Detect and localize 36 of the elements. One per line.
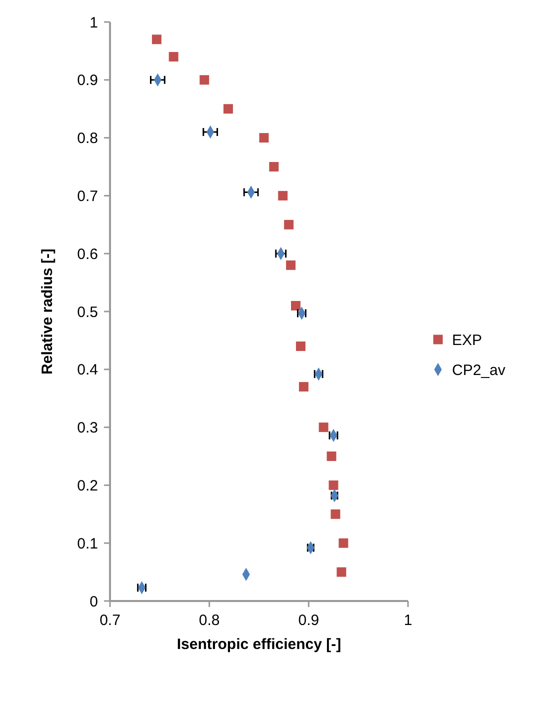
y-tick-label: 0.5 xyxy=(77,304,98,321)
y-axis-title: Relative radius [-] xyxy=(39,248,56,374)
y-tick-label: 0 xyxy=(90,593,98,610)
legend-label: CP2_av xyxy=(452,362,506,379)
legend-label: EXP xyxy=(452,332,482,349)
x-tick-label: 0.8 xyxy=(198,612,220,629)
point xyxy=(269,162,279,172)
point xyxy=(278,190,288,200)
point xyxy=(200,75,210,85)
y-tick-label: 0.7 xyxy=(77,188,98,205)
point xyxy=(298,382,308,392)
point xyxy=(318,422,328,432)
y-tick-label: 0.9 xyxy=(77,72,98,90)
y-tick-label: 0.4 xyxy=(77,362,98,379)
point xyxy=(296,341,306,351)
x-tick-label: 1 xyxy=(404,612,412,629)
point xyxy=(326,452,336,461)
point xyxy=(336,567,346,577)
y-tick-label: 1 xyxy=(90,14,98,32)
x-tick-label: 0.9 xyxy=(298,612,320,629)
point xyxy=(291,300,300,310)
x-axis-title: Isentropic efficiency [-] xyxy=(176,636,342,653)
point xyxy=(168,52,178,62)
y-tick-label: 0.2 xyxy=(77,477,98,494)
y-tick-label: 0.1 xyxy=(77,535,98,552)
y-tick-label: 0.6 xyxy=(77,246,98,263)
y-tick-label: 0.3 xyxy=(77,420,98,437)
y-tick-label: 0.8 xyxy=(77,130,98,148)
point xyxy=(152,34,162,44)
point xyxy=(223,104,233,114)
point xyxy=(338,538,348,548)
point xyxy=(284,220,294,230)
point xyxy=(286,260,296,270)
point xyxy=(259,133,269,143)
point xyxy=(328,480,338,490)
point xyxy=(330,509,340,519)
